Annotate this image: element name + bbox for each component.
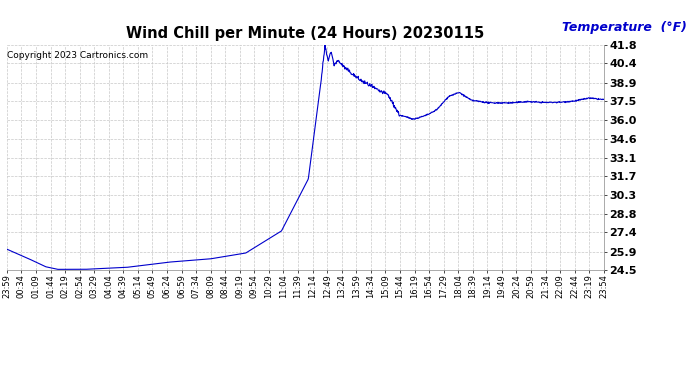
Title: Wind Chill per Minute (24 Hours) 20230115: Wind Chill per Minute (24 Hours) 2023011…	[126, 26, 484, 41]
Text: Temperature  (°F): Temperature (°F)	[562, 21, 687, 34]
Text: Copyright 2023 Cartronics.com: Copyright 2023 Cartronics.com	[7, 51, 148, 60]
